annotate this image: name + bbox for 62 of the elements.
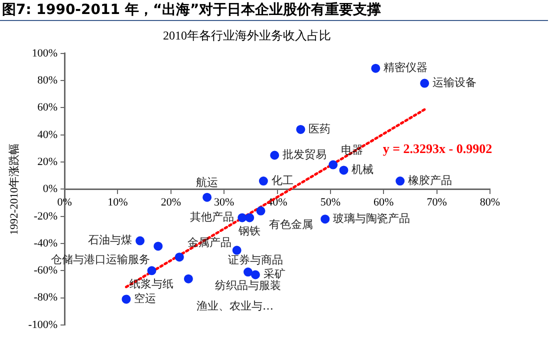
point: [258, 176, 268, 186]
point: [136, 236, 145, 246]
y-tick-label: -20%: [34, 210, 58, 222]
point: [328, 160, 338, 170]
annotation: 渔业、农业与…: [196, 300, 274, 313]
point: [238, 213, 247, 222]
annotation: 化工: [271, 174, 294, 187]
point: [184, 274, 193, 284]
y-axis-title: 1992-2010年涨跌幅: [8, 143, 20, 236]
x-tick-label: 10%: [108, 196, 128, 209]
point: [270, 150, 280, 160]
y-tick-label: -100%: [28, 318, 58, 331]
y-tick-label: 60%: [37, 102, 58, 114]
point: [371, 64, 380, 73]
annotation: 玻璃与陶瓷产品: [333, 212, 410, 225]
point: [339, 166, 348, 175]
y-tick-label: 80%: [37, 74, 58, 86]
annotation: 医药: [308, 122, 331, 136]
annotation: 钢铁: [238, 224, 261, 238]
annotation: 有色金属: [268, 218, 313, 231]
point: [154, 242, 163, 251]
point: [202, 192, 212, 202]
point: [250, 270, 260, 280]
y-tick-label: 40%: [37, 128, 58, 141]
point: [320, 214, 330, 224]
annotation: 精密仪器: [384, 61, 428, 74]
point: [420, 78, 430, 88]
y-tick-label: 20%: [37, 156, 58, 168]
point: [245, 213, 254, 222]
point: [396, 176, 405, 186]
annotation: 空运: [134, 292, 156, 306]
x-tick-label: 50%: [320, 196, 341, 209]
point: [174, 252, 184, 262]
y-tick-label: 100%: [32, 47, 58, 60]
x-tick-label: 20%: [160, 196, 181, 209]
point: [122, 294, 131, 304]
annotation: 纺织品与服装: [215, 278, 282, 292]
y-tick-label: -60%: [34, 264, 58, 277]
y-tick-label: -80%: [34, 292, 58, 304]
annotation: 石油与煤: [88, 234, 132, 247]
y-tick-label: 0%: [42, 183, 58, 196]
x-tick-label: 80%: [480, 196, 500, 209]
series-label: y = 2.3293x - 0.9902: [382, 141, 492, 156]
x-tick-label: 30%: [214, 196, 234, 209]
x-tick-label: 60%: [374, 196, 394, 209]
annotation: 其他产品: [190, 210, 234, 224]
point: [244, 268, 253, 277]
annotation: 航运: [196, 176, 218, 190]
chart-title: 图7: 1990-2011 年，“出海”对于日本企业股价有重要支撑: [0, 0, 548, 21]
point: [256, 206, 266, 216]
point: [147, 266, 156, 276]
annotation: 运输设备: [432, 76, 477, 90]
annotation: 采矿: [263, 268, 286, 281]
point: [296, 124, 306, 134]
annotation: 橡胶产品: [408, 174, 452, 187]
annotation: 证券与商品: [228, 254, 283, 267]
annotation: 机械: [352, 163, 374, 176]
chart-subtitle: 2010年各行业海外业务收入占比: [163, 28, 331, 42]
x-tick-label: 70%: [426, 196, 447, 209]
point: [232, 246, 242, 255]
annotation: 批发贸易: [282, 148, 327, 162]
y-tick-label: -40%: [34, 237, 58, 250]
